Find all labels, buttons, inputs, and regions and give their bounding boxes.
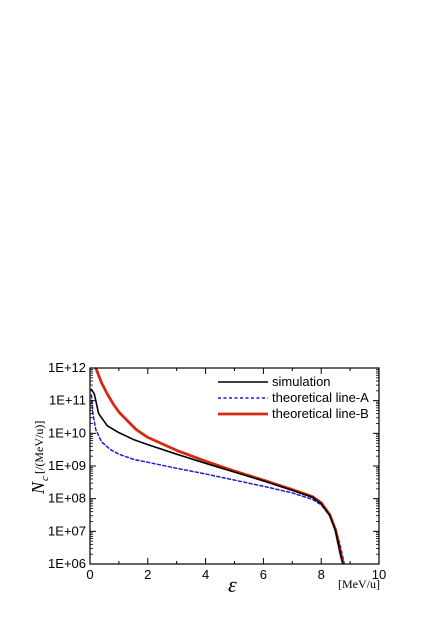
x-tick-label: 8 (318, 567, 325, 582)
series-line-1 (90, 388, 345, 564)
x-tick-label: 2 (144, 567, 151, 582)
x-axis-label: ε (228, 572, 237, 597)
y-tick-label: 1E+09 (48, 458, 86, 473)
x-tick-label: 6 (260, 567, 267, 582)
y-tick-label: 1E+11 (49, 393, 86, 408)
y-tick-label: 1E+10 (48, 425, 86, 440)
x-tick-label: 4 (202, 567, 209, 582)
legend-label-2: theoretical line-A (272, 390, 369, 405)
y-axis-label: N (28, 481, 48, 495)
y-tick-label: 1E+07 (48, 523, 86, 538)
y-tick-label: 1E+12 (48, 360, 86, 375)
x-axis-unit: [MeV/u] (338, 577, 380, 591)
y-axis-label-subscript: c (39, 476, 51, 481)
y-tick-label: 1E+06 (48, 556, 86, 571)
legend-label-1: simulation (272, 374, 331, 389)
x-tick-label: 0 (86, 567, 93, 582)
y-tick-label: 1E+08 (48, 491, 86, 506)
legend-label-3: theoretical line-B (272, 406, 369, 421)
y-axis-unit: [/(MeV/u)] (32, 421, 46, 474)
x-tick-label: 10 (372, 567, 386, 582)
